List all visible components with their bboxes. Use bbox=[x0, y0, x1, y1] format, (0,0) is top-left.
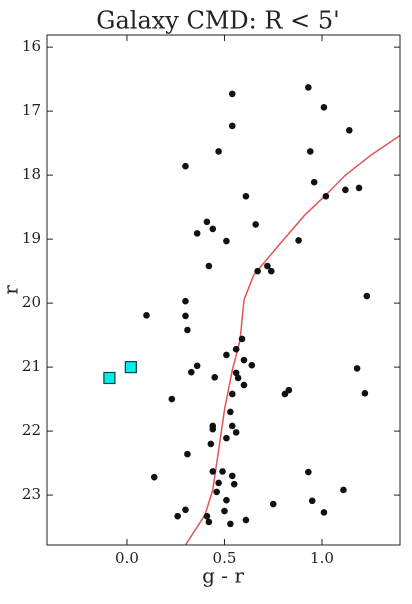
star-point bbox=[168, 395, 176, 403]
star-point bbox=[252, 221, 259, 228]
star-point bbox=[223, 496, 230, 504]
star-point bbox=[281, 390, 289, 398]
star-point bbox=[238, 335, 246, 343]
square-point bbox=[124, 361, 137, 374]
x-axis-label: g - r bbox=[202, 564, 244, 588]
star-point bbox=[242, 516, 250, 524]
star-point bbox=[209, 225, 217, 233]
star-point bbox=[215, 479, 222, 487]
star-point bbox=[228, 422, 236, 430]
star-point bbox=[182, 506, 189, 514]
star-point bbox=[305, 84, 312, 91]
star-point bbox=[228, 472, 236, 480]
star-point bbox=[143, 311, 150, 319]
y-tick-label: 22 bbox=[22, 421, 41, 439]
star-point bbox=[320, 104, 328, 111]
star-point bbox=[234, 374, 242, 382]
star-point bbox=[306, 148, 314, 155]
star-point bbox=[353, 365, 361, 372]
star-point bbox=[223, 237, 230, 245]
star-point bbox=[242, 192, 250, 200]
star-point bbox=[227, 408, 234, 416]
star-point bbox=[267, 267, 275, 275]
star-point bbox=[193, 362, 201, 370]
star-point bbox=[320, 509, 328, 516]
star-point bbox=[182, 312, 189, 320]
star-point bbox=[211, 374, 219, 381]
star-point bbox=[223, 434, 230, 442]
square-point bbox=[103, 371, 116, 385]
star-point bbox=[228, 390, 236, 398]
y-tick-label: 16 bbox=[22, 37, 41, 55]
star-point bbox=[254, 267, 261, 275]
star-point bbox=[188, 368, 195, 376]
star-point bbox=[223, 351, 230, 359]
star-point bbox=[240, 356, 248, 364]
star-point bbox=[209, 425, 217, 433]
star-point bbox=[340, 486, 347, 494]
star-point bbox=[184, 450, 191, 458]
star-point bbox=[215, 148, 222, 155]
y-tick-label: 23 bbox=[22, 485, 41, 503]
plot-frame bbox=[46, 34, 401, 546]
chart-title: Galaxy CMD: R < 5' bbox=[96, 7, 339, 35]
star-point bbox=[308, 497, 316, 505]
star-point bbox=[227, 520, 234, 528]
star-point bbox=[203, 218, 211, 226]
star-point bbox=[361, 390, 369, 397]
star-point bbox=[205, 518, 213, 526]
star-point bbox=[355, 184, 363, 192]
isochrone-line bbox=[184, 134, 400, 545]
y-tick-label: 20 bbox=[22, 293, 41, 311]
star-point bbox=[305, 468, 312, 476]
y-tick-label: 17 bbox=[22, 101, 41, 119]
star-point bbox=[310, 178, 318, 186]
y-axis-label: r bbox=[0, 285, 23, 295]
star-point bbox=[174, 512, 181, 520]
star-point bbox=[182, 162, 189, 170]
star-point bbox=[230, 480, 238, 488]
star-point bbox=[207, 440, 215, 448]
star-point bbox=[205, 262, 213, 270]
star-point bbox=[295, 237, 302, 244]
y-tick-label: 21 bbox=[22, 357, 41, 375]
star-point bbox=[248, 361, 256, 369]
star-point bbox=[363, 292, 371, 300]
star-point bbox=[228, 90, 236, 98]
star-point bbox=[184, 326, 191, 334]
star-point bbox=[209, 468, 217, 475]
star-point bbox=[269, 500, 277, 508]
star-point bbox=[232, 369, 240, 377]
star-point bbox=[232, 429, 240, 436]
star-point bbox=[203, 512, 211, 520]
star-point bbox=[240, 381, 248, 389]
star-point bbox=[182, 297, 189, 305]
y-tick-label: 19 bbox=[22, 229, 41, 247]
x-tick-label: 0.0 bbox=[115, 549, 139, 567]
star-point bbox=[232, 345, 240, 353]
star-point bbox=[221, 507, 228, 515]
star-point bbox=[213, 488, 220, 496]
star-point bbox=[322, 192, 330, 200]
star-point bbox=[219, 468, 226, 475]
star-point bbox=[264, 262, 271, 270]
y-tick-label: 18 bbox=[22, 165, 41, 183]
star-point bbox=[150, 473, 158, 481]
x-tick-label: 1.0 bbox=[310, 549, 334, 567]
star-point bbox=[228, 122, 236, 130]
star-point bbox=[342, 186, 349, 194]
star-point bbox=[193, 230, 201, 237]
x-tick-label: 0.5 bbox=[213, 549, 237, 567]
star-point bbox=[345, 127, 353, 134]
